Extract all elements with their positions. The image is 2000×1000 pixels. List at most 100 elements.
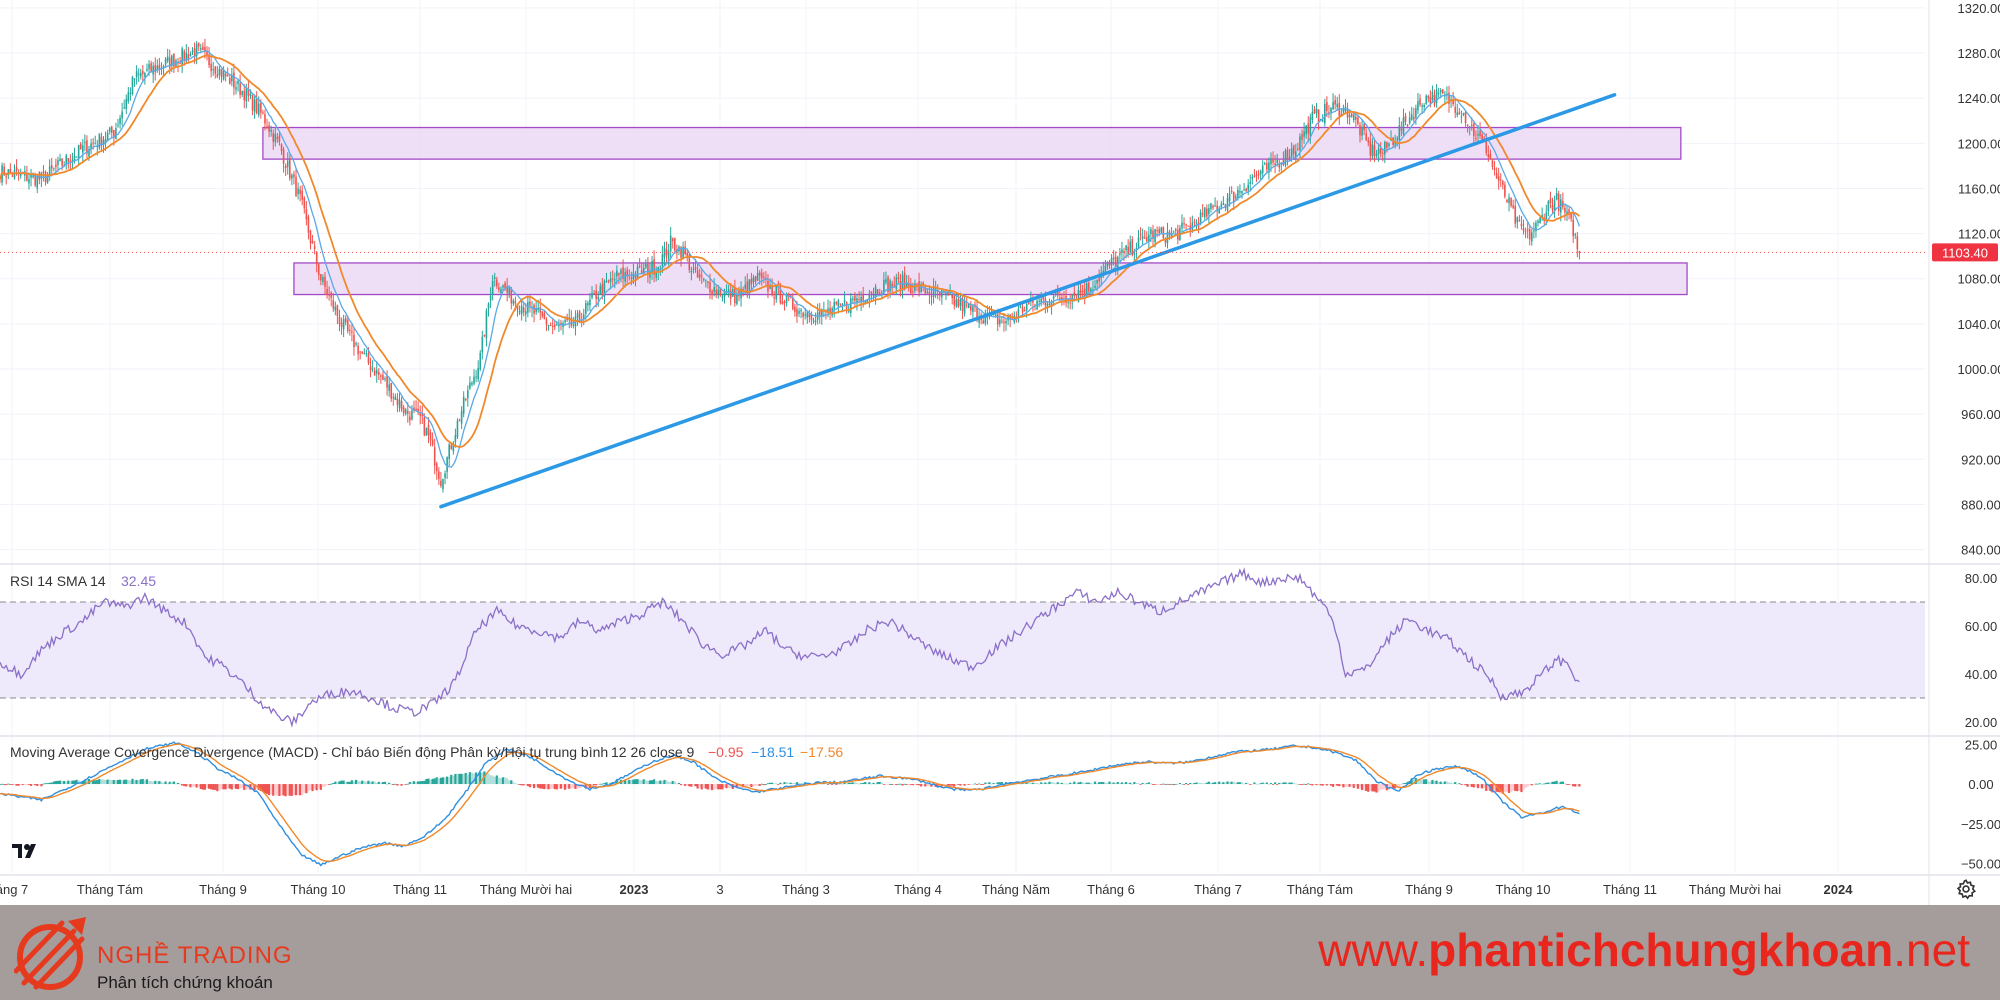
candle-body [1361, 127, 1363, 136]
candle-body [514, 301, 517, 304]
macd-histogram-bar [319, 784, 322, 790]
macd-histogram-bar [1435, 780, 1438, 785]
candle-body [390, 382, 393, 399]
macd-histogram-bar [201, 784, 204, 790]
candle-body [796, 308, 798, 317]
macd-histogram-bar [21, 784, 24, 786]
macd-histogram-bar [1547, 782, 1550, 785]
macd-histogram-bar [1358, 784, 1362, 789]
macd-histogram-bar [1278, 782, 1281, 785]
candle-body [42, 171, 45, 173]
macd-histogram-bar [1410, 778, 1413, 785]
candle-body [945, 292, 947, 295]
candle-body [274, 133, 277, 142]
macd-histogram-bar [506, 778, 509, 785]
macd-histogram-bar [564, 784, 567, 790]
candle-body [1458, 112, 1461, 115]
macd-histogram-bar [228, 784, 231, 789]
macd-histogram-bar [448, 776, 451, 785]
macd-histogram-bar [922, 784, 925, 786]
macd-histogram-bar [1160, 784, 1163, 785]
time-axis-label: Tháng 10 [1496, 882, 1551, 897]
macd-histogram-bar [698, 784, 701, 788]
macd-histogram-bar [1284, 782, 1287, 785]
macd-histogram-bar [1027, 782, 1030, 785]
candle-body [57, 160, 59, 165]
macd-histogram-bar [487, 773, 490, 785]
candle-body [235, 87, 237, 90]
macd-histogram-bar [210, 784, 213, 790]
gear-icon[interactable] [1955, 878, 1977, 900]
candle-body [1402, 117, 1405, 134]
candle-body [1038, 300, 1040, 302]
candle-body [1005, 321, 1007, 324]
macd-histogram-bar [719, 784, 722, 790]
candle-body [270, 129, 272, 132]
macd-histogram-bar [491, 775, 494, 785]
candle-body [1388, 143, 1390, 146]
macd-histogram-bar [400, 784, 403, 786]
macd-histogram-bar [1526, 784, 1529, 787]
macd-histogram-bar [872, 782, 875, 785]
macd-histogram-bar [346, 781, 349, 785]
candle-body [1371, 144, 1374, 156]
candle-body [1413, 116, 1415, 120]
macd-histogram-bar [338, 781, 341, 785]
macd-histogram-bar [369, 782, 372, 785]
time-axis-label: Tháng 11 [393, 882, 447, 897]
candle-body [527, 301, 529, 313]
macd-histogram-bar [990, 783, 993, 785]
candle-body [893, 284, 896, 286]
macd-histogram-bar [773, 783, 776, 785]
tradingview-logo-icon[interactable] [10, 840, 42, 862]
macd-histogram-bar [760, 783, 763, 785]
candle-body [88, 149, 90, 157]
macd-histogram-bar [961, 784, 964, 785]
candle-body [326, 288, 328, 295]
macd-histogram-bar [330, 783, 333, 785]
macd-histogram-bar [1075, 783, 1078, 785]
macd-histogram-bar [895, 784, 898, 785]
macd-histogram-bar [230, 784, 233, 790]
candle-body [682, 246, 684, 259]
candle-body [684, 246, 686, 255]
candle-body [1292, 145, 1295, 154]
macd-histogram-value: −0.95 [708, 744, 744, 760]
macd-histogram-bar [590, 784, 594, 786]
candle-body [709, 282, 711, 293]
candle-body [299, 189, 301, 195]
macd-histogram-bar [1532, 784, 1535, 785]
candle-body [419, 412, 422, 416]
macd-histogram-bar [980, 784, 983, 785]
last-price-tag [1932, 243, 1998, 262]
macd-histogram-bar [833, 782, 836, 785]
candle-body [113, 130, 115, 138]
candle-body [744, 284, 746, 289]
website-url[interactable]: www.phantichchungkhoan.net [1318, 923, 1970, 977]
candle-body [305, 209, 308, 220]
macd-histogram-bar [1054, 783, 1057, 785]
macd-histogram-bar [880, 782, 883, 785]
candle-body [1276, 160, 1278, 163]
candle-body [388, 384, 390, 391]
candle-body [994, 314, 997, 317]
macd-histogram-bar [96, 779, 99, 785]
macd-histogram-bar [1195, 782, 1198, 785]
macd-histogram-bar [479, 772, 482, 785]
macd-histogram-bar [174, 783, 178, 785]
macd-histogram-bar [897, 783, 900, 785]
candle-body [754, 276, 757, 282]
candle-body [897, 277, 900, 280]
candle-body [1419, 98, 1421, 105]
macd-histogram-bar [477, 773, 480, 785]
macd-histogram-bar [1369, 784, 1372, 791]
candle-body [357, 345, 359, 355]
macd-histogram-bar [592, 784, 596, 786]
candle-body [142, 71, 144, 74]
candle-body [5, 176, 8, 178]
macd-histogram-bar [110, 780, 113, 785]
candle-body [1121, 249, 1123, 253]
macd-histogram-bar [296, 784, 300, 796]
macd-histogram-bar [1311, 784, 1314, 786]
candle-body [330, 292, 332, 298]
